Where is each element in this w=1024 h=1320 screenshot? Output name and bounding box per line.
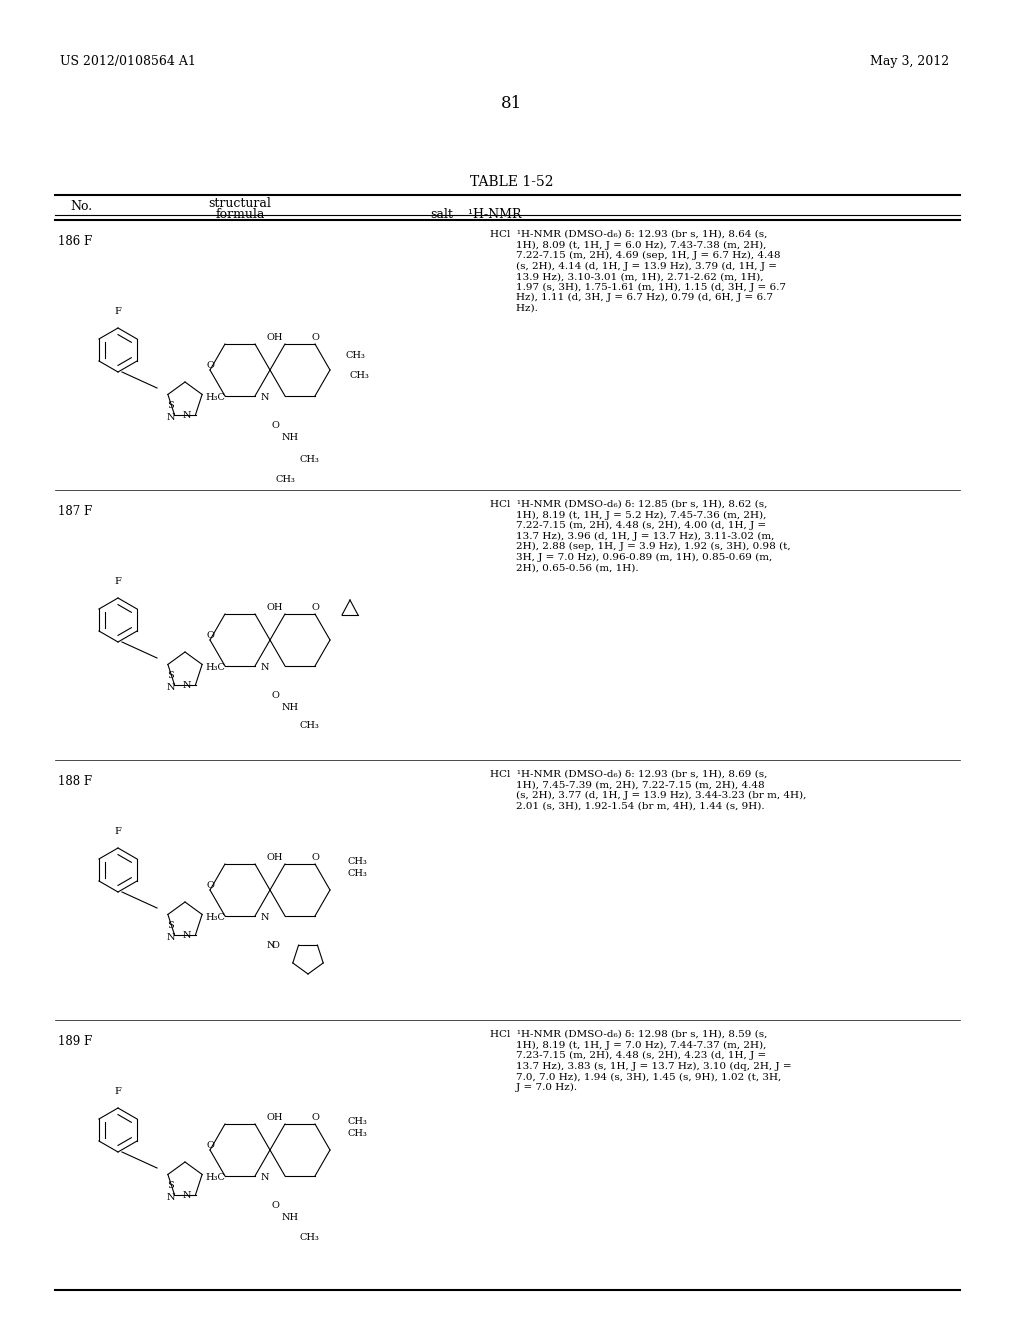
Text: CH₃: CH₃ — [350, 371, 370, 380]
Text: N: N — [167, 933, 175, 942]
Text: OH: OH — [266, 854, 284, 862]
Text: O: O — [271, 940, 279, 949]
Text: CH₃: CH₃ — [300, 721, 319, 730]
Text: salt: salt — [430, 209, 453, 220]
Text: N: N — [167, 684, 175, 693]
Text: HCl  ¹H-NMR (DMSO-d₆) δ: 12.98 (br s, 1H), 8.59 (s,
        1H), 8.19 (t, 1H, J : HCl ¹H-NMR (DMSO-d₆) δ: 12.98 (br s, 1H)… — [490, 1030, 792, 1092]
Text: S: S — [168, 671, 174, 680]
Text: H₃C: H₃C — [205, 913, 225, 923]
Text: O: O — [311, 854, 318, 862]
Text: O: O — [271, 690, 279, 700]
Text: H₃C: H₃C — [205, 1173, 225, 1183]
Text: O: O — [271, 1200, 279, 1209]
Text: No.: No. — [70, 201, 92, 213]
Text: F: F — [115, 1086, 122, 1096]
Text: O: O — [206, 880, 214, 890]
Text: TABLE 1-52: TABLE 1-52 — [470, 176, 554, 189]
Text: F: F — [115, 308, 122, 315]
Text: 187 F: 187 F — [58, 506, 92, 517]
Text: CH₃: CH₃ — [300, 455, 319, 465]
Text: S: S — [168, 1180, 174, 1189]
Text: N: N — [182, 681, 191, 690]
Text: HCl  ¹H-NMR (DMSO-d₆) δ: 12.93 (br s, 1H), 8.64 (s,
        1H), 8.09 (t, 1H, J : HCl ¹H-NMR (DMSO-d₆) δ: 12.93 (br s, 1H)… — [490, 230, 786, 313]
Text: 189 F: 189 F — [58, 1035, 92, 1048]
Text: CH₃: CH₃ — [300, 1233, 319, 1242]
Text: CH₃: CH₃ — [348, 1118, 368, 1126]
Text: NH: NH — [282, 1213, 299, 1222]
Text: S: S — [168, 400, 174, 409]
Text: OH: OH — [266, 334, 284, 342]
Text: formula: formula — [215, 209, 264, 220]
Text: N: N — [266, 940, 275, 949]
Text: 186 F: 186 F — [58, 235, 92, 248]
Text: N: N — [167, 1193, 175, 1203]
Text: CH₃: CH₃ — [345, 351, 365, 359]
Text: S: S — [168, 920, 174, 929]
Text: N: N — [261, 393, 269, 403]
Text: OH: OH — [266, 603, 284, 612]
Text: N: N — [261, 913, 269, 923]
Text: O: O — [206, 360, 214, 370]
Text: O: O — [311, 1114, 318, 1122]
Text: F: F — [115, 828, 122, 836]
Text: O: O — [311, 334, 318, 342]
Text: CH₃: CH₃ — [275, 475, 295, 484]
Text: 188 F: 188 F — [58, 775, 92, 788]
Text: N: N — [261, 664, 269, 672]
Text: O: O — [206, 1140, 214, 1150]
Text: H₃C: H₃C — [205, 664, 225, 672]
Text: NH: NH — [282, 433, 299, 442]
Text: 81: 81 — [502, 95, 522, 112]
Text: CH₃: CH₃ — [348, 870, 368, 879]
Text: HCl  ¹H-NMR (DMSO-d₆) δ: 12.85 (br s, 1H), 8.62 (s,
        1H), 8.19 (t, 1H, J : HCl ¹H-NMR (DMSO-d₆) δ: 12.85 (br s, 1H)… — [490, 500, 791, 572]
Text: N: N — [182, 412, 191, 421]
Text: N: N — [261, 1173, 269, 1183]
Text: CH₃: CH₃ — [348, 858, 368, 866]
Text: CH₃: CH₃ — [348, 1130, 368, 1138]
Text: ¹H-NMR: ¹H-NMR — [460, 209, 521, 220]
Text: O: O — [206, 631, 214, 639]
Text: May 3, 2012: May 3, 2012 — [870, 55, 949, 69]
Text: NH: NH — [282, 704, 299, 713]
Text: N: N — [182, 932, 191, 940]
Text: H₃C: H₃C — [205, 393, 225, 403]
Text: N: N — [182, 1192, 191, 1200]
Text: O: O — [311, 603, 318, 612]
Text: F: F — [115, 577, 122, 586]
Text: US 2012/0108564 A1: US 2012/0108564 A1 — [60, 55, 196, 69]
Text: OH: OH — [266, 1114, 284, 1122]
Text: structural: structural — [209, 197, 271, 210]
Text: N: N — [167, 413, 175, 422]
Text: O: O — [271, 421, 279, 429]
Text: HCl  ¹H-NMR (DMSO-d₆) δ: 12.93 (br s, 1H), 8.69 (s,
        1H), 7.45-7.39 (m, 2: HCl ¹H-NMR (DMSO-d₆) δ: 12.93 (br s, 1H)… — [490, 770, 806, 810]
